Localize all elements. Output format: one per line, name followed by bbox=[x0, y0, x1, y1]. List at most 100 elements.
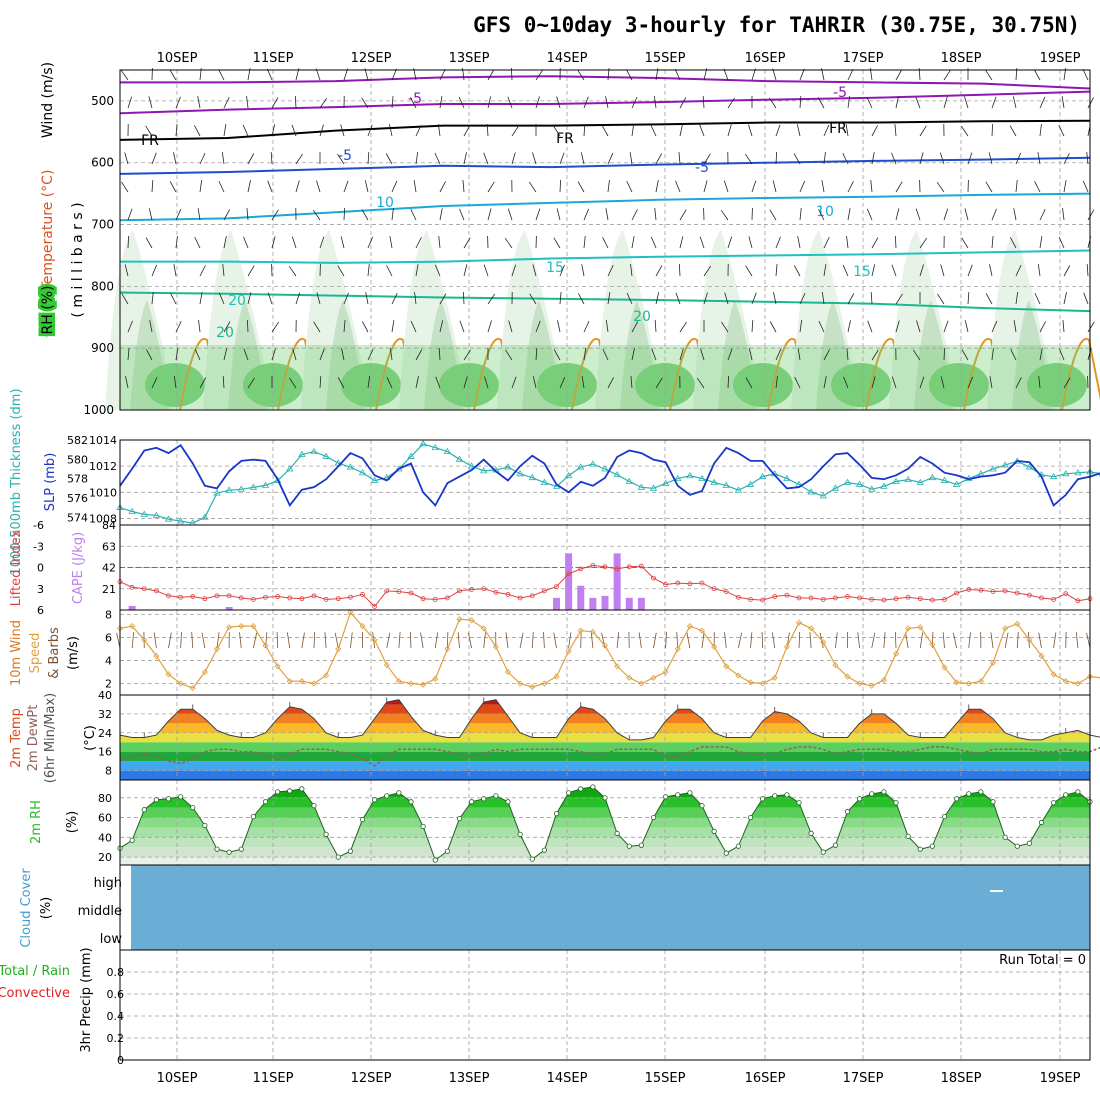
thickness-point bbox=[1025, 463, 1034, 470]
wind-barb bbox=[654, 208, 657, 221]
wind-barb bbox=[535, 69, 544, 81]
precip-tick: 0.8 bbox=[107, 966, 125, 979]
precip-label-c: 3hr Precip (mm) bbox=[79, 947, 94, 1052]
isotherm-label: 10 bbox=[376, 195, 394, 211]
wind-barb bbox=[367, 348, 374, 361]
li-point bbox=[881, 597, 887, 603]
wind-barb-10m bbox=[252, 632, 258, 649]
wind-barb bbox=[343, 207, 346, 221]
wind-speed-point bbox=[213, 645, 221, 653]
wind-barb bbox=[362, 321, 369, 333]
wind-speed-point bbox=[1074, 680, 1081, 687]
wind-barb-10m bbox=[334, 632, 339, 649]
thickness-point bbox=[686, 471, 694, 479]
date-label-bottom: 17SEP bbox=[843, 1071, 884, 1086]
wind-barb-10m bbox=[201, 632, 206, 649]
thickness-point bbox=[370, 476, 379, 483]
wind-barb bbox=[870, 292, 873, 305]
wind-barb bbox=[267, 180, 273, 193]
wind-barb bbox=[507, 96, 513, 109]
wind-barb bbox=[991, 320, 998, 333]
wind-barb bbox=[578, 293, 585, 305]
wind-barb bbox=[391, 180, 398, 193]
precip-tick: 0.6 bbox=[107, 988, 125, 1001]
wind-barb bbox=[1013, 208, 1017, 221]
wind-barb bbox=[961, 349, 969, 361]
rh-point bbox=[178, 794, 184, 800]
wind-barb bbox=[511, 125, 519, 137]
li-point bbox=[1002, 588, 1008, 594]
wind-barb bbox=[985, 293, 993, 305]
thickness-tick: 576 bbox=[67, 492, 88, 505]
wind-barb-10m bbox=[590, 632, 594, 649]
thickness-point bbox=[819, 492, 827, 499]
pressure-tick: 900 bbox=[91, 341, 114, 355]
wind-barb bbox=[654, 320, 657, 333]
wind-barb bbox=[149, 320, 153, 333]
li-point bbox=[602, 564, 608, 570]
li-point bbox=[1039, 595, 1044, 601]
wind-barb bbox=[1039, 96, 1046, 109]
wind-barb bbox=[127, 96, 133, 109]
wind-barb-10m bbox=[942, 632, 945, 649]
li-point bbox=[408, 590, 414, 596]
thickness-point bbox=[201, 513, 209, 520]
wind-barb-10m bbox=[505, 632, 509, 649]
isotherm-line bbox=[120, 75, 1091, 90]
li-point bbox=[214, 593, 220, 599]
thickness-point bbox=[637, 483, 646, 490]
wind-barb-10m bbox=[750, 632, 753, 649]
wind-barb bbox=[198, 320, 201, 333]
wind-barb bbox=[124, 264, 129, 277]
li-point bbox=[808, 595, 814, 601]
wind-barb bbox=[197, 96, 201, 109]
thickness-point bbox=[916, 478, 924, 485]
wind-barb bbox=[487, 320, 492, 333]
wind-speed-point bbox=[165, 671, 172, 678]
wind-barb bbox=[943, 69, 951, 81]
wind-barb bbox=[796, 124, 801, 137]
wind-barb-10m bbox=[857, 632, 861, 649]
wind-speed-point bbox=[1026, 636, 1033, 643]
date-label-bottom: 13SEP bbox=[449, 1071, 490, 1086]
cape-bar bbox=[577, 585, 585, 610]
rh-point bbox=[553, 811, 560, 817]
wind-barb bbox=[895, 208, 900, 221]
li-point bbox=[129, 584, 135, 590]
wind-speed-point bbox=[1062, 678, 1069, 685]
wind10m-label-a: 10m Wind bbox=[9, 620, 24, 686]
thickness-point bbox=[1062, 470, 1070, 477]
wind-barb bbox=[581, 264, 585, 277]
wind-barb bbox=[967, 152, 973, 165]
pressure-tick: 600 bbox=[91, 156, 114, 170]
li-point bbox=[554, 584, 559, 590]
rh-tick: 80 bbox=[98, 792, 112, 805]
rh-point bbox=[1051, 800, 1057, 806]
thickness-point bbox=[176, 517, 185, 524]
slp-tick: 1010 bbox=[89, 486, 117, 499]
wind-barb bbox=[727, 124, 732, 137]
wind-barb bbox=[943, 320, 949, 333]
wind-barb bbox=[989, 376, 993, 389]
wind-barb bbox=[532, 152, 537, 165]
wind-barb bbox=[243, 236, 249, 249]
li-line bbox=[119, 564, 1091, 608]
rh-unit-label: RH (%) bbox=[40, 286, 56, 335]
wind-speed-point bbox=[917, 624, 924, 631]
wind-barb bbox=[271, 124, 276, 137]
rh-point bbox=[869, 791, 875, 797]
wind-barb bbox=[675, 180, 681, 193]
wind-barb bbox=[703, 292, 708, 305]
wind-barb-10m bbox=[686, 632, 691, 649]
wind-barb bbox=[438, 348, 441, 361]
rh-band bbox=[120, 837, 1090, 848]
wind-barb bbox=[1059, 348, 1065, 361]
wind-barb-10m bbox=[372, 632, 376, 649]
wind-barb bbox=[511, 152, 516, 165]
rh-point bbox=[287, 788, 293, 794]
wind-barb bbox=[1061, 96, 1065, 109]
wind-barb bbox=[723, 68, 729, 81]
rh-point bbox=[432, 857, 438, 863]
wind-barb-10m bbox=[701, 632, 705, 649]
wind-barb bbox=[919, 152, 924, 165]
